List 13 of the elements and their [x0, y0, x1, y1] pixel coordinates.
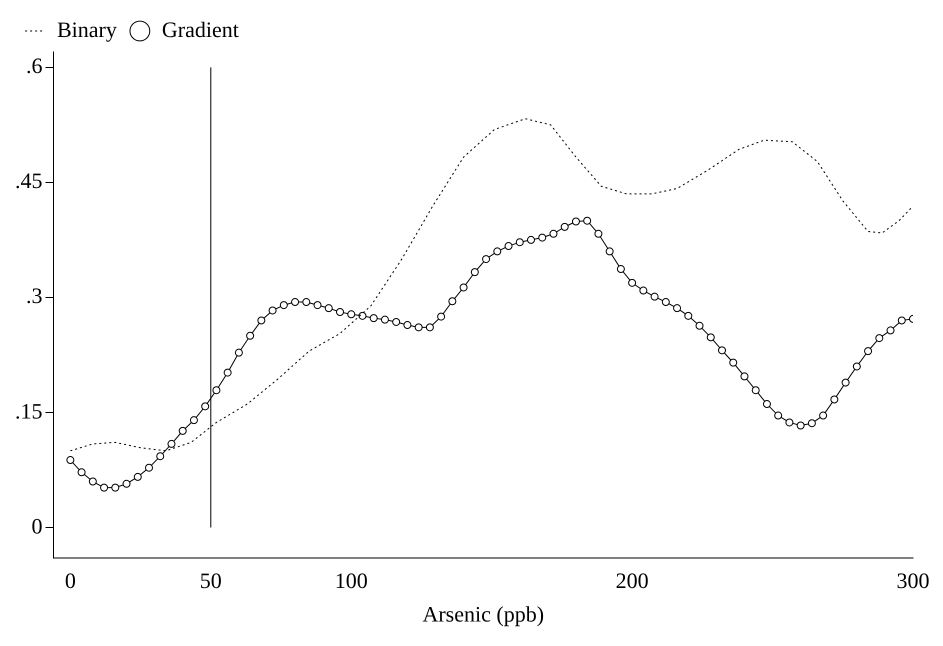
x-axis-title: Arsenic (ppb) [422, 602, 544, 627]
x-tick-label: 0 [64, 568, 76, 594]
x-tick-label: 300 [896, 568, 930, 594]
y-tick-label: .3 [26, 283, 42, 308]
y-tick-label: .45 [15, 168, 42, 194]
x-tick-label: 50 [200, 568, 222, 594]
x-tick-label: 200 [616, 568, 649, 594]
y-tick-label: .15 [15, 398, 42, 424]
legend-label: Binary [57, 16, 117, 42]
x-tick-label: 100 [334, 568, 368, 594]
legend-label: Gradient [162, 16, 239, 42]
y-tick-label: 0 [32, 513, 42, 538]
y-tick-label: .6 [26, 53, 42, 78]
